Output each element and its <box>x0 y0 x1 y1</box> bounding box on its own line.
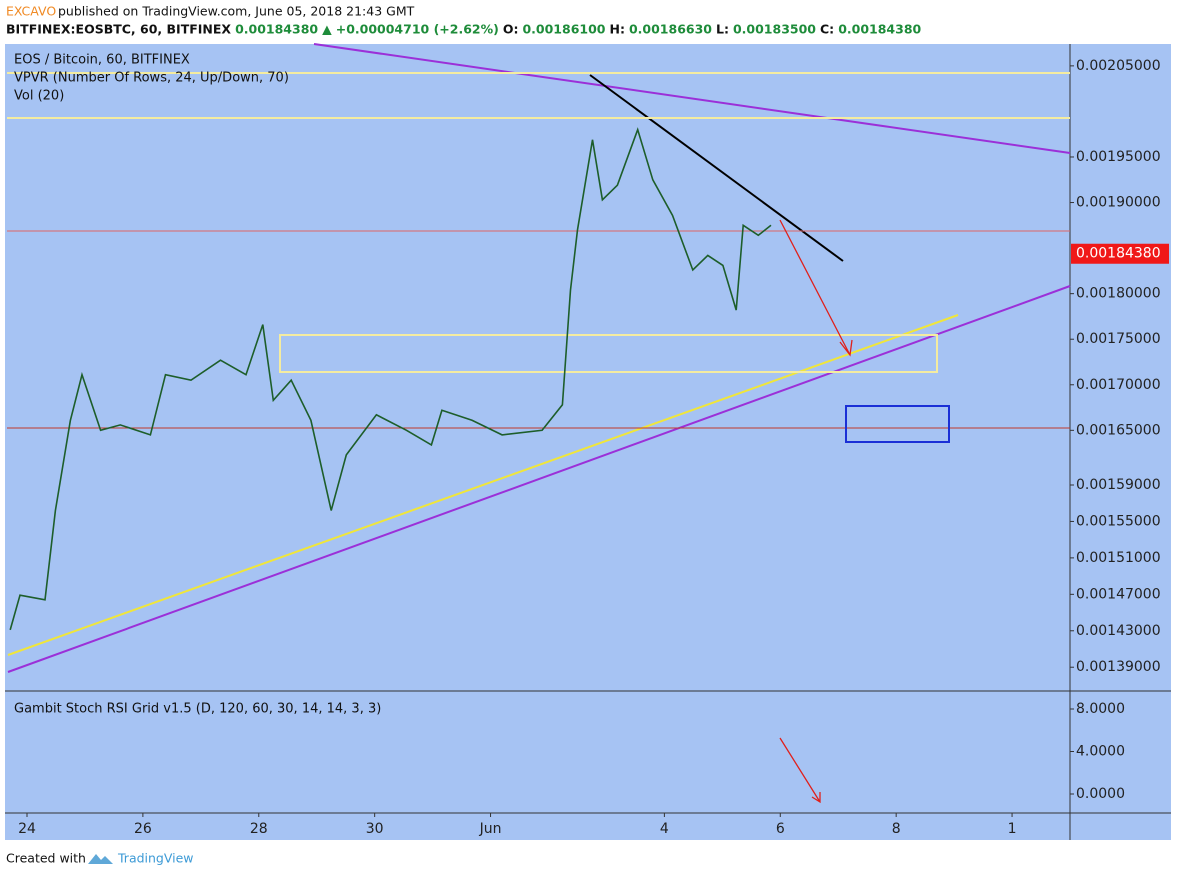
change-arrow: ▲ <box>322 22 332 37</box>
y-tick-label: 0.00151000 <box>1076 550 1161 566</box>
y-tick-label: 0.00165000 <box>1076 422 1161 438</box>
zone-box <box>845 405 950 443</box>
x-tick-label: 4 <box>660 821 669 837</box>
last-price: 0.00184380 <box>235 22 318 37</box>
trendline <box>313 43 1071 154</box>
y-tick-label: 0.00175000 <box>1076 331 1161 347</box>
footer-brand[interactable]: TradingView <box>117 851 194 866</box>
change: +0.00004710 (+2.62%) <box>336 22 499 37</box>
footer-text: Created with <box>6 851 86 866</box>
y-tick-label: 0.00195000 <box>1076 149 1161 165</box>
x-tick-label: 1 <box>1008 821 1017 837</box>
y-tick-label: 0.0000 <box>1076 786 1125 802</box>
y-tick-label: 0.00170000 <box>1076 377 1161 393</box>
symbol: BITFINEX:EOSBTC, 60, BITFINEX <box>6 22 231 37</box>
ohlc-label: L: <box>716 22 729 37</box>
y-tick-label: 0.00143000 <box>1076 623 1161 639</box>
trendline <box>7 285 1071 673</box>
trendline <box>589 74 844 262</box>
published: published on TradingView.com, June 05, 2… <box>58 4 415 19</box>
author[interactable]: EXCAVO <box>6 4 56 19</box>
x-tick-label: Jun <box>479 821 502 837</box>
ohlc-label: C: <box>820 22 834 37</box>
ohlc-value: 0.00186100 <box>522 22 605 37</box>
arrow <box>779 737 821 804</box>
legend: EOS / Bitcoin, 60, BITFINEX <box>14 53 190 68</box>
indicator-title: Gambit Stoch RSI Grid v1.5 (D, 120, 60, … <box>14 702 381 717</box>
y-tick-label: 0.00205000 <box>1076 58 1161 74</box>
price-line <box>9 127 772 631</box>
x-tick-label: 6 <box>776 821 785 837</box>
legend: VPVR (Number Of Rows, 24, Up/Down, 70) <box>14 71 289 86</box>
ohlc-label: H: <box>610 22 625 37</box>
ohlc-value: 0.00186630 <box>629 22 712 37</box>
y-tick-label: 0.00147000 <box>1076 586 1161 602</box>
ohlc-value: 0.00183500 <box>733 22 816 37</box>
arrow <box>779 219 853 357</box>
last-price-label: 0.00184380 <box>1076 246 1161 262</box>
chart-background <box>5 44 1171 840</box>
x-tick-label: 30 <box>366 821 384 837</box>
y-tick-label: 0.00159000 <box>1076 477 1161 493</box>
y-tick-label: 0.00155000 <box>1076 513 1161 529</box>
x-tick-label: 26 <box>134 821 152 837</box>
ohlc-value: 0.00184380 <box>838 22 921 37</box>
y-tick-label: 8.0000 <box>1076 701 1125 717</box>
y-tick-label: 4.0000 <box>1076 744 1125 760</box>
x-tick-label: 8 <box>892 821 901 837</box>
x-tick-label: 24 <box>18 821 36 837</box>
logo <box>88 854 113 864</box>
last-price-box <box>1071 243 1169 264</box>
x-tick-label: 28 <box>250 821 268 837</box>
zone-box <box>279 334 938 373</box>
y-tick-label: 0.00180000 <box>1076 286 1161 302</box>
y-tick-label: 0.00139000 <box>1076 659 1161 675</box>
y-tick-label: 0.00190000 <box>1076 195 1161 211</box>
legend: Vol (20) <box>14 89 64 104</box>
symbol-bar: BITFINEX:EOSBTC, 60, BITFINEX 0.00184380 ▲… <box>6 22 922 37</box>
ohlc-label: O: <box>503 22 519 37</box>
